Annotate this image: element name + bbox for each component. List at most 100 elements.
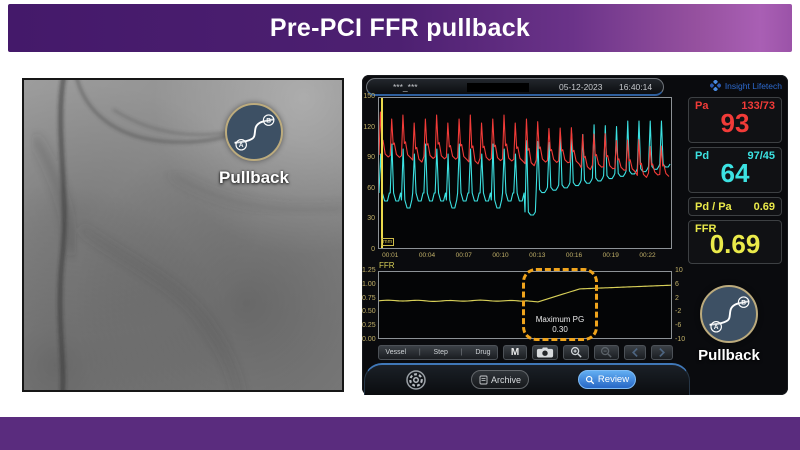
ffr-value: 0.69 (709, 229, 761, 259)
archive-label: Archive (490, 374, 521, 385)
tick-label: 60 (367, 184, 375, 192)
pressure-y-axis: 150 120 90 60 30 0 (362, 93, 375, 253)
review-label: Review (597, 374, 630, 385)
tick-label: 1.25 (362, 267, 376, 274)
chevron-right-icon (659, 347, 665, 358)
console-topbar: ***_*** 05-12-2023 16:40:14 (366, 78, 664, 96)
pressure-plot: mm (378, 97, 672, 249)
tick-label: 00:01 (382, 252, 399, 259)
settings-button[interactable] (406, 370, 426, 390)
pd-label: Pd (695, 150, 710, 162)
marker-a: A (239, 142, 244, 149)
annotation-line2: 0.30 (552, 325, 568, 334)
pa-value-box: Pa 133/73 93 (688, 97, 782, 143)
gear-icon (406, 370, 426, 390)
sweep-cursor (381, 98, 383, 248)
snapshot-button[interactable] (532, 345, 558, 360)
drug-button[interactable]: Drug (475, 349, 491, 356)
angiogram-image: A B Pullback (22, 78, 344, 392)
brand-logo: Insight Lifetech (709, 80, 782, 91)
m-marker-button[interactable]: M (503, 345, 527, 360)
pullback-mode-label: Pullback (698, 347, 760, 364)
tick-label: 150 (363, 93, 375, 100)
pa-sys-dia: 133/73 (741, 100, 775, 112)
tick-label: 0.50 (362, 308, 376, 316)
pa-label: Pa (695, 100, 709, 112)
pd-value-box: Pd 97/45 64 (688, 147, 782, 193)
ratio-label: Pd / Pa (695, 201, 732, 213)
chevron-left-icon (632, 347, 638, 358)
unit-badge: mm (381, 238, 395, 246)
ffr-trace (378, 284, 672, 303)
marker-b: B (266, 118, 271, 125)
zoom-in-button[interactable] (563, 345, 589, 360)
previous-button[interactable] (624, 345, 646, 360)
angiogram-vessels (31, 80, 342, 390)
next-button[interactable] (651, 345, 673, 360)
tick-label: 1.00 (362, 280, 376, 288)
divider: | (418, 349, 421, 356)
ffr-label: FFR (695, 223, 717, 235)
tick-label: 6 (675, 280, 679, 288)
tick-label: 90 (367, 154, 375, 162)
redaction-box (467, 83, 529, 92)
tick-label: 00:04 (418, 252, 436, 259)
tick-label: 00:16 (565, 252, 583, 259)
ffr-y-axis-left: 1.25 1.00 0.75 0.50 0.25 0.00 (362, 267, 376, 343)
tick-label: -6 (675, 322, 682, 330)
tick-label: 00:10 (492, 252, 509, 259)
pd-pa-ratio-box: Pd / Pa 0.69 (688, 197, 782, 216)
zoom-in-icon (570, 346, 582, 358)
zoom-out-icon (600, 346, 612, 358)
tick-label: 0.25 (362, 322, 376, 330)
archive-icon (479, 375, 488, 384)
ratio-value: 0.69 (753, 201, 775, 213)
ffr-value-box: FFR 0.69 (688, 220, 782, 264)
tick-label: 2 (675, 294, 679, 302)
step-button[interactable]: Step (433, 349, 448, 356)
pullback-mode-icon[interactable]: A B (700, 285, 758, 343)
console-bottombar: Archive Review (364, 363, 690, 395)
magnifier-icon (585, 375, 595, 384)
pullback-step-curve-icon: A B (709, 296, 750, 333)
tick-label: -2 (675, 308, 682, 316)
review-button[interactable]: Review (578, 370, 636, 389)
tick-label: 10 (675, 267, 683, 274)
pressure-waveforms (378, 111, 671, 216)
time-text: 16:40:14 (619, 82, 653, 92)
pressure-x-axis: 00:01 00:04 00:07 00:10 00:13 00:16 00:19 00:22 (378, 252, 672, 261)
pullback-label: Pullback (219, 168, 289, 187)
ffr-console-screen: ***_*** 05-12-2023 16:40:14 Insight Life… (362, 75, 788, 395)
patient-id: ***_*** (393, 82, 418, 92)
pullback-step-curve-icon: A B (234, 114, 275, 151)
tick-label: 120 (363, 123, 375, 131)
slide-footer: 2023 euro PCR EuroPCR.com PCR EAPCI (0, 417, 800, 450)
page-title: Pre-PCI FFR pullback (269, 13, 531, 42)
tick-label: 0.00 (362, 335, 376, 343)
ffr-axis-label: FFR (379, 261, 395, 270)
tick-label: 00:13 (529, 252, 546, 259)
insight-lifetech-icon (709, 80, 721, 91)
slide-title-banner: Pre-PCI FFR pullback (8, 4, 792, 52)
marker-a: A (714, 324, 719, 331)
camera-icon (536, 347, 554, 358)
divider: | (460, 349, 463, 356)
tick-label: 00:22 (639, 252, 656, 259)
archive-button[interactable]: Archive (471, 370, 529, 389)
tick-label: 00:07 (455, 252, 472, 259)
max-pg-annotation: Maximum PG 0.30 (522, 268, 598, 341)
marker-button-group: Vessel | Step | Drug (378, 345, 498, 360)
ffr-y-axis-right: 10 6 2 -2 -6 -10 (675, 267, 691, 343)
zoom-out-button[interactable] (594, 345, 619, 360)
pd-mean: 64 (720, 158, 750, 188)
brand-name: Insight Lifetech (724, 80, 782, 91)
tick-label: 30 (367, 215, 375, 223)
tick-label: -10 (675, 335, 686, 343)
vessel-button[interactable]: Vessel (385, 349, 407, 356)
pa-mean: 93 (720, 108, 750, 138)
annotation-line1: Maximum PG (535, 315, 585, 324)
tick-label: 00:19 (602, 252, 619, 259)
pullback-icon: A B (225, 103, 283, 161)
pd-sys-dia: 97/45 (747, 150, 775, 162)
